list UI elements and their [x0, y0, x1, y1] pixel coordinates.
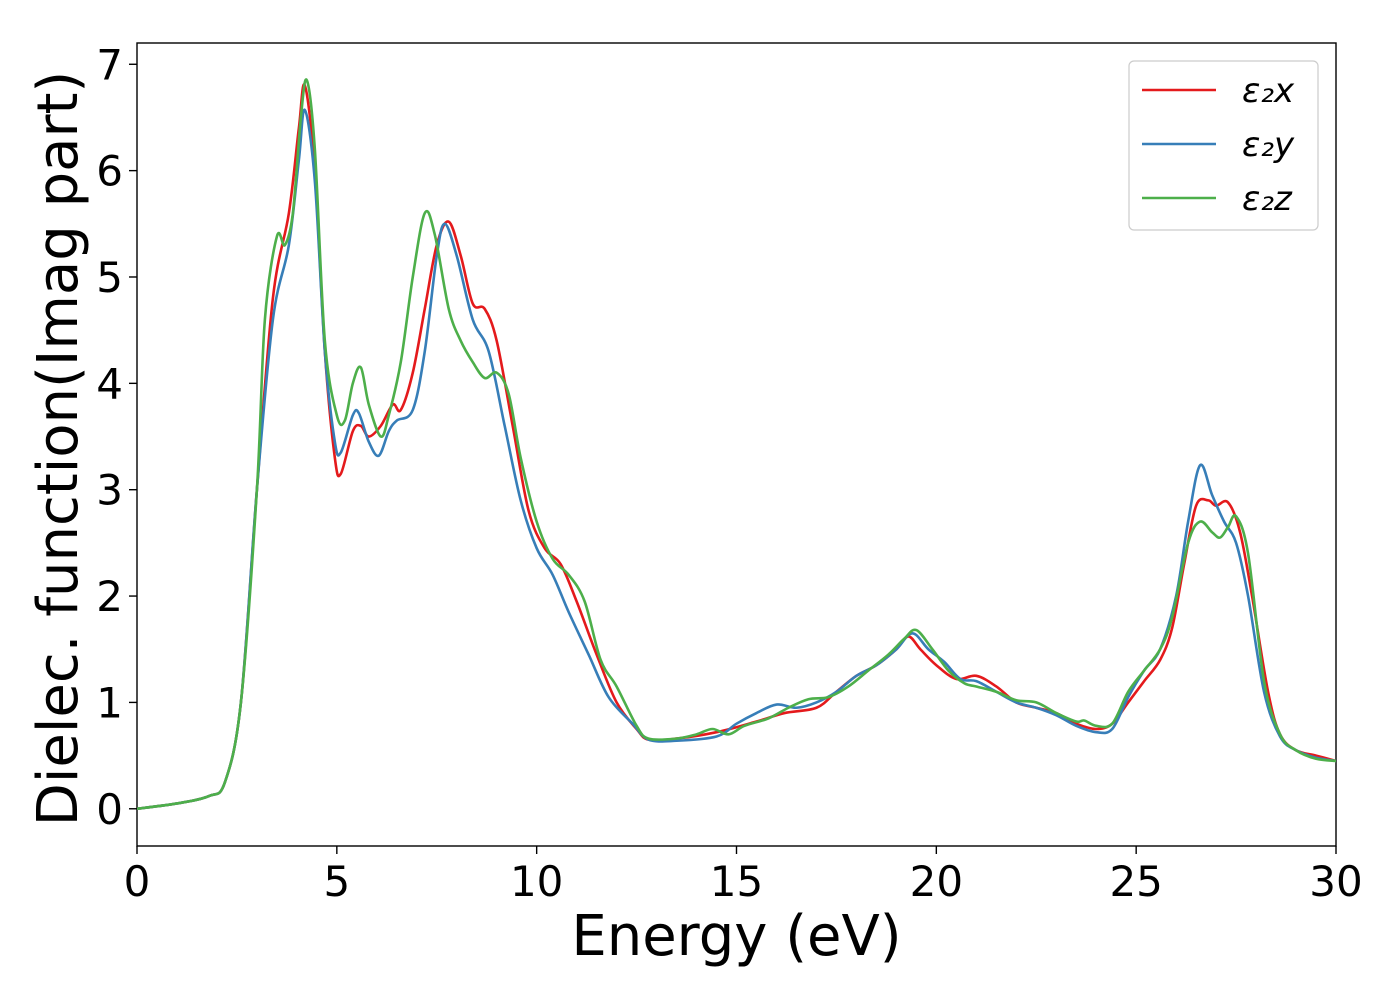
x-tick-label: 10 — [510, 857, 563, 906]
legend-label: ε₂z — [1242, 179, 1293, 219]
y-tick-label: 2 — [96, 572, 123, 621]
series-line-e2z — [137, 78, 1336, 811]
x-tick-label: 5 — [323, 857, 350, 906]
x-tick-label: 30 — [1309, 857, 1362, 906]
x-tick-label: 0 — [124, 857, 151, 906]
legend-label: ε₂y — [1242, 125, 1295, 165]
legend: ε₂x ε₂y ε₂z — [1128, 60, 1319, 231]
x-axis-label: Energy (eV) — [571, 904, 901, 969]
x-tick-label: 20 — [910, 857, 963, 906]
y-tick-label: 6 — [96, 147, 123, 196]
y-axis-ticks: 0 1 2 3 4 5 6 7 — [96, 40, 137, 834]
x-axis-ticks: 0 5 10 15 20 25 30 — [124, 846, 1363, 906]
x-tick-label: 25 — [1109, 857, 1162, 906]
x-tick-label: 15 — [710, 857, 763, 906]
legend-label: ε₂x — [1242, 71, 1295, 111]
y-tick-label: 0 — [96, 785, 123, 834]
series-layer — [137, 78, 1336, 811]
y-tick-label: 7 — [96, 40, 123, 89]
y-tick-label: 1 — [96, 678, 123, 727]
y-tick-label: 3 — [96, 466, 123, 515]
y-tick-label: 5 — [96, 253, 123, 302]
y-tick-label: 4 — [96, 359, 123, 408]
legend-box — [1128, 60, 1319, 231]
y-axis-label: Dielec. function(Imag part) — [26, 71, 91, 827]
